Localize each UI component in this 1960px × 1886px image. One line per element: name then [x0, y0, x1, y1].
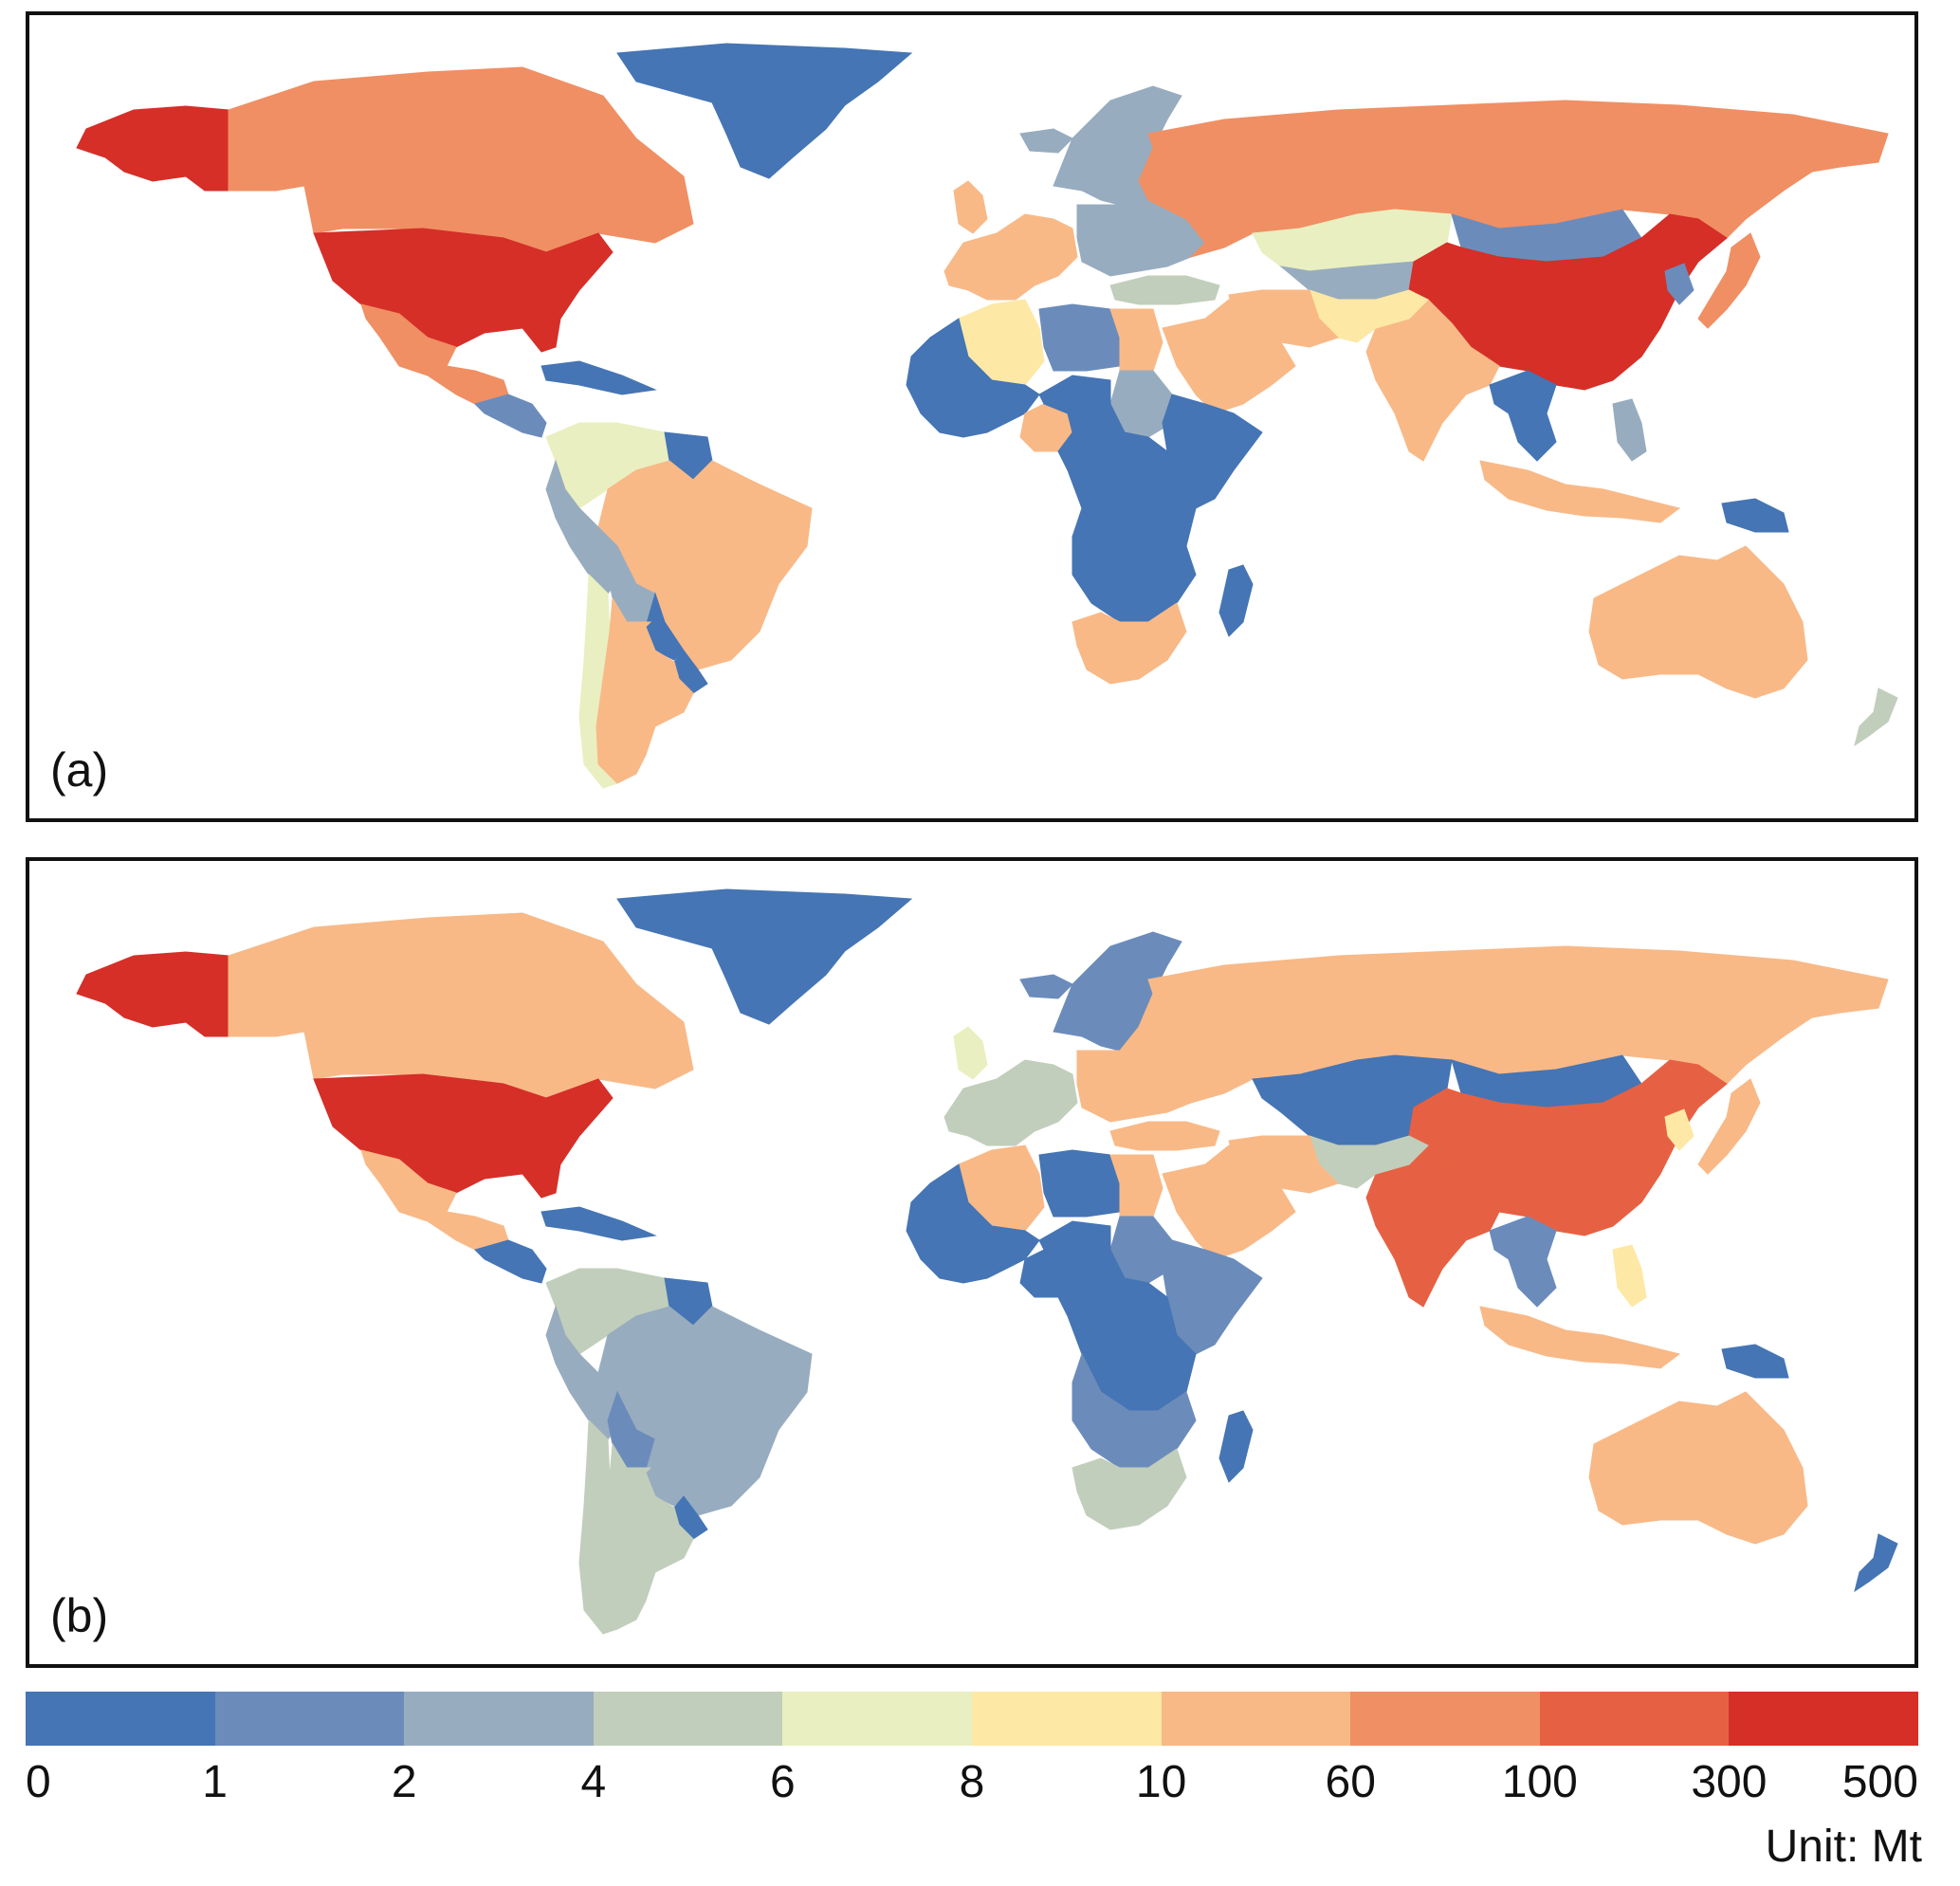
region-philippines-b [1612, 1244, 1647, 1308]
region-png-a [1721, 498, 1789, 533]
world-map-b [76, 888, 1898, 1635]
legend-swatch-8 [1539, 1692, 1730, 1746]
legend-tick-3: 4 [580, 1757, 607, 1807]
region-india-b [1365, 1144, 1500, 1308]
legend-tick-1: 1 [202, 1757, 228, 1807]
region-uk-b [953, 1026, 988, 1080]
region-australia-a [1588, 545, 1808, 699]
region-east-africa-b [1162, 1239, 1263, 1355]
region-usa-a [313, 228, 614, 353]
legend-swatch-9 [1729, 1692, 1918, 1746]
region-iceland-b [1019, 974, 1073, 999]
region-libya-a [1038, 303, 1121, 372]
region-korea-a [1664, 263, 1694, 305]
legend-tick-8: 100 [1501, 1757, 1578, 1807]
region-caribbean-b [540, 1206, 657, 1241]
region-central-america-b [474, 1239, 547, 1284]
map-panel-a: (a) [26, 11, 1918, 822]
legend-tick-9: 300 [1691, 1757, 1768, 1807]
region-western-europe-b [943, 1059, 1078, 1146]
region-turkey-b [1109, 1121, 1220, 1151]
region-canada-b [228, 912, 694, 1099]
region-png-b [1721, 1344, 1789, 1379]
region-southeast-asia-b [1489, 1216, 1557, 1308]
region-alaska-a [76, 105, 229, 192]
panel-label-a: (a) [50, 743, 109, 797]
map-panel-b: (b) [26, 857, 1918, 1668]
region-greenland-b [616, 888, 913, 1025]
legend-swatch-0 [26, 1692, 215, 1746]
region-alaska-b [76, 951, 229, 1037]
region-greenland-a [616, 43, 913, 179]
region-korea-b [1664, 1108, 1694, 1151]
region-western-europe-a [943, 213, 1078, 301]
world-map-a [76, 43, 1898, 789]
region-usa-b [313, 1073, 614, 1199]
legend-tick-6: 10 [1135, 1757, 1187, 1807]
region-australia-b [1588, 1391, 1808, 1545]
region-turkey-a [1109, 275, 1220, 305]
region-iceland-a [1019, 128, 1073, 154]
region-japan-a [1697, 232, 1761, 329]
region-central-america-a [474, 394, 547, 438]
legend-swatch-7 [1350, 1692, 1540, 1746]
region-new-zealand-a [1854, 687, 1898, 747]
region-india-a [1365, 299, 1500, 462]
region-argentina-a [595, 596, 694, 784]
region-arabia-a [1162, 299, 1296, 414]
legend-tick-10: 500 [1841, 1757, 1918, 1807]
color-legend-ticks: 0 1 2 4 6 8 10 60 100 300 500 [26, 1756, 1918, 1813]
color-legend-bar [26, 1692, 1918, 1746]
region-south-africa-b [1072, 1448, 1187, 1530]
legend-tick-7: 60 [1325, 1757, 1376, 1807]
legend-swatch-3 [593, 1692, 783, 1746]
region-arabia-b [1162, 1144, 1296, 1260]
region-east-africa-a [1162, 394, 1263, 509]
legend-tick-4: 6 [770, 1757, 796, 1807]
region-madagascar-b [1218, 1410, 1254, 1483]
legend-tick-5: 8 [959, 1757, 985, 1807]
unit-label: Unit: Mt [1765, 1822, 1922, 1872]
legend-swatch-5 [971, 1692, 1162, 1746]
region-southeast-asia-a [1489, 370, 1557, 462]
region-canada-a [228, 66, 694, 253]
legend-swatch-6 [1161, 1692, 1351, 1746]
region-japan-b [1697, 1078, 1761, 1175]
legend-tick-2: 2 [391, 1757, 417, 1807]
legend-swatch-4 [782, 1692, 972, 1746]
region-caribbean-a [540, 360, 657, 395]
legend-swatch-2 [404, 1692, 594, 1746]
region-libya-b [1038, 1149, 1121, 1218]
region-argentina-b [595, 1442, 694, 1630]
region-new-zealand-b [1854, 1533, 1898, 1593]
legend-swatch-1 [214, 1692, 405, 1746]
region-madagascar-a [1218, 564, 1254, 637]
region-uk-a [953, 180, 988, 234]
legend-tick-0: 0 [26, 1757, 51, 1807]
region-south-africa-a [1072, 602, 1187, 685]
region-philippines-a [1612, 398, 1647, 462]
region-indonesia-a [1479, 460, 1681, 523]
region-indonesia-b [1479, 1306, 1681, 1369]
panel-label-b: (b) [50, 1589, 109, 1642]
